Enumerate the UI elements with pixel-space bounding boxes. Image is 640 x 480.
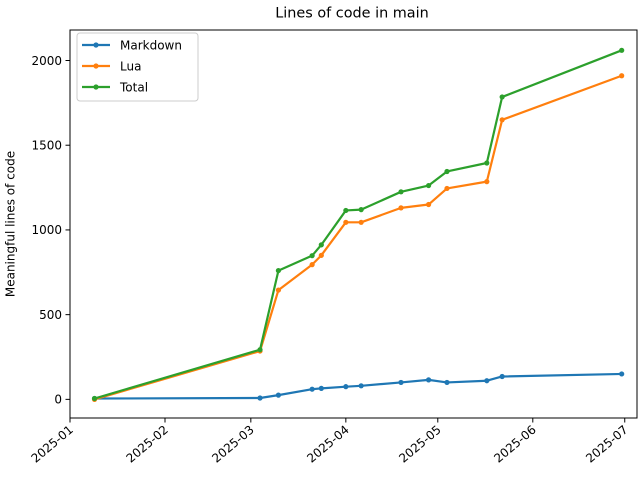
data-point-markdown-7 — [398, 379, 404, 386]
data-point-total-12 — [619, 47, 625, 53]
data-point-total-11 — [499, 94, 505, 100]
legend-marker-markdown — [93, 42, 99, 48]
data-point-markdown-11 — [499, 373, 505, 380]
data-point-markdown-4 — [318, 385, 324, 391]
data-point-total-1 — [257, 347, 263, 353]
data-point-total-5 — [343, 207, 349, 214]
data-point-total-10 — [484, 160, 490, 166]
legend-marker-total — [93, 84, 99, 90]
data-point-lua-6 — [358, 219, 364, 225]
legend-label-lua: Lua — [120, 59, 141, 73]
chart-title: Lines of code in main — [275, 6, 428, 22]
legend-label-markdown: Markdown — [120, 38, 182, 52]
axes-frame — [69, 29, 638, 419]
legend: Markdown Lua Total — [76, 32, 199, 102]
data-point-total-8 — [425, 182, 432, 189]
data-point-markdown-9 — [444, 379, 450, 386]
legend-label-total: Total — [119, 80, 148, 94]
series-group — [91, 47, 625, 402]
data-point-markdown-2 — [275, 392, 282, 398]
y-tick-label-2: 1000 — [31, 223, 62, 237]
data-point-markdown-1 — [257, 395, 263, 401]
legend-box — [76, 32, 199, 102]
data-point-markdown-8 — [425, 377, 432, 383]
data-point-total-3 — [309, 253, 315, 259]
data-point-markdown-5 — [343, 384, 349, 390]
data-point-total-4 — [318, 242, 324, 248]
data-point-markdown-3 — [309, 386, 315, 392]
data-point-total-7 — [398, 189, 404, 195]
plot-area — [91, 47, 625, 402]
data-point-lua-4 — [318, 252, 324, 258]
data-point-total-6 — [358, 207, 364, 213]
data-point-lua-8 — [425, 201, 432, 208]
data-point-lua-5 — [343, 219, 349, 225]
data-point-lua-2 — [275, 287, 282, 293]
data-point-lua-3 — [309, 262, 315, 268]
y-tick-label-1: 500 — [39, 308, 62, 322]
data-point-total-0 — [91, 395, 98, 402]
y-tick-label-4: 2000 — [31, 54, 62, 68]
data-point-lua-9 — [444, 185, 450, 192]
data-point-lua-10 — [484, 179, 490, 185]
data-point-total-2 — [275, 267, 282, 274]
data-point-lua-7 — [398, 205, 404, 211]
data-point-markdown-12 — [619, 371, 625, 377]
y-tick-label-3: 1500 — [31, 139, 62, 153]
data-point-lua-12 — [619, 73, 625, 79]
data-point-total-9 — [444, 168, 450, 175]
legend-marker-lua — [93, 63, 99, 69]
y-tick-label-0: 0 — [54, 393, 62, 407]
data-point-lua-11 — [499, 117, 505, 123]
data-point-markdown-6 — [358, 383, 364, 389]
data-point-markdown-10 — [484, 378, 490, 384]
y-axis-label: Meaningful lines of code — [4, 151, 18, 297]
